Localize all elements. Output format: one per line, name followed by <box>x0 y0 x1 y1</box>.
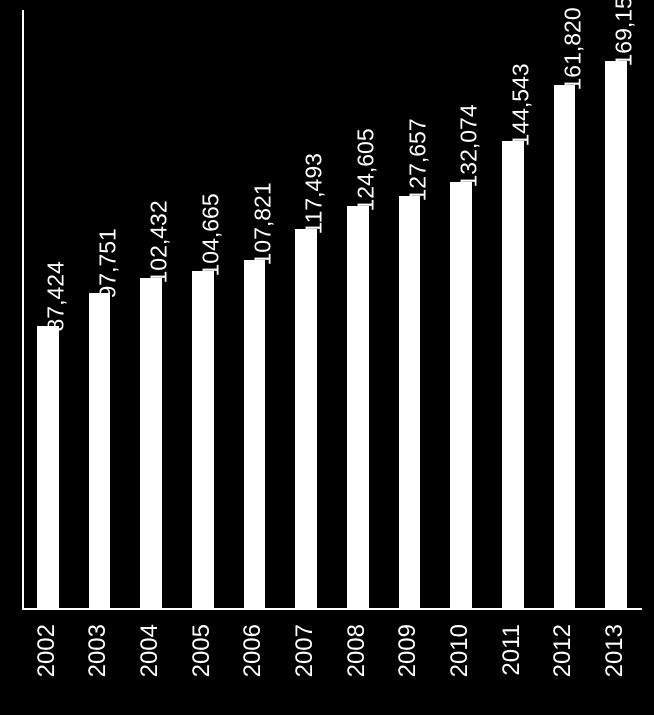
bar <box>192 271 214 610</box>
y-axis <box>22 10 24 610</box>
value-label: 169,154 <box>611 0 638 67</box>
x-tick-label: 2003 <box>84 624 112 677</box>
bar <box>502 141 524 610</box>
value-label: 102,432 <box>146 200 173 283</box>
value-label: 144,543 <box>507 64 534 147</box>
value-label: 132,074 <box>456 104 483 187</box>
bar <box>244 260 266 610</box>
bar <box>399 196 421 610</box>
value-label: 87,424 <box>42 262 69 332</box>
plot-area: 87,424 97,751 102,432 104,665 107,821 117,493… <box>22 10 642 610</box>
bar <box>140 278 162 610</box>
value-label: 97,751 <box>94 228 121 298</box>
x-tick-label: 2009 <box>394 624 422 677</box>
x-tick-label: 2011 <box>498 624 526 676</box>
value-label: 117,493 <box>301 153 328 234</box>
value-label: 124,605 <box>352 128 379 211</box>
x-tick-label: 2010 <box>446 624 474 677</box>
bar <box>347 206 369 610</box>
x-tick-label: 2005 <box>188 624 216 677</box>
x-tick-label: 2002 <box>33 624 61 677</box>
bar-chart: 87,424 97,751 102,432 104,665 107,821 117,493… <box>0 0 654 715</box>
value-label: 161,820 <box>559 8 586 91</box>
x-axis <box>22 608 642 610</box>
bar <box>295 229 317 610</box>
bar <box>605 61 627 610</box>
x-tick-label: 2008 <box>343 624 371 677</box>
bar <box>89 293 111 610</box>
x-tick-label: 2004 <box>136 624 164 677</box>
value-label: 107,821 <box>249 183 276 266</box>
value-label: 127,657 <box>404 118 431 201</box>
x-tick-label: 2013 <box>601 624 629 677</box>
bar <box>554 85 576 610</box>
x-tick-label: 2007 <box>291 624 319 677</box>
value-label: 104,665 <box>197 193 224 276</box>
x-tick-label: 2012 <box>549 624 577 677</box>
x-tick-label: 2006 <box>239 624 267 677</box>
bar <box>37 326 59 610</box>
bar <box>450 182 472 610</box>
